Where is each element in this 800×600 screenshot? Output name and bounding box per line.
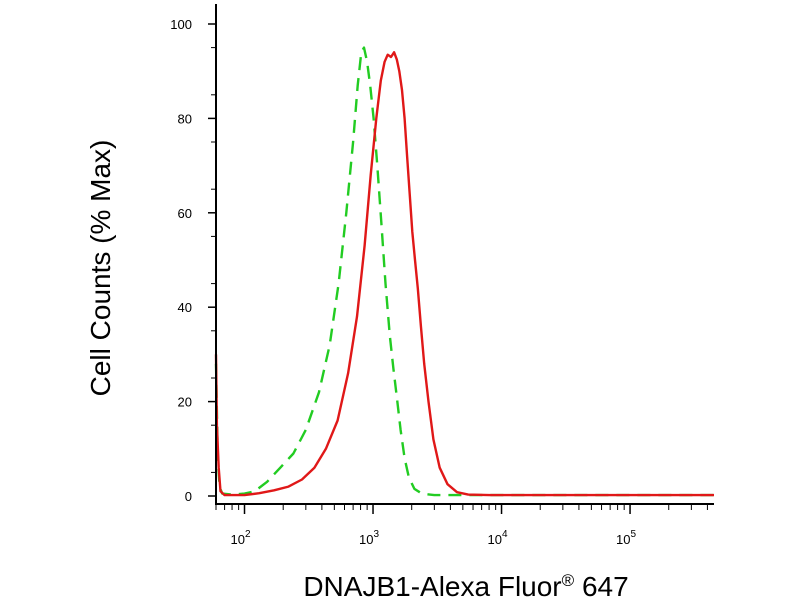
y-ticks: 0 20 40 60 80 100	[170, 17, 216, 504]
x-ticks: 102 103 104 105	[215, 504, 708, 547]
x-tick-label: 104	[488, 529, 508, 547]
series-lines	[214, 46, 714, 497]
x-tick-label: 102	[231, 529, 251, 547]
x-axis-title: DNAJB1-Alexa Fluor® 647	[303, 571, 628, 600]
y-tick-label: 80	[178, 111, 192, 126]
y-tick-label: 100	[170, 17, 192, 32]
axes	[215, 4, 714, 505]
y-tick-label: 0	[185, 489, 192, 504]
control-series-line	[214, 46, 714, 497]
x-tick-label: 103	[359, 529, 379, 547]
sample-series-line	[214, 51, 714, 497]
y-tick-label: 60	[178, 206, 192, 221]
x-tick-label: 105	[616, 529, 636, 547]
y-tick-label: 40	[178, 300, 192, 315]
y-axis-title: Cell Counts (% Max)	[85, 140, 116, 397]
y-tick-label: 20	[178, 395, 192, 410]
